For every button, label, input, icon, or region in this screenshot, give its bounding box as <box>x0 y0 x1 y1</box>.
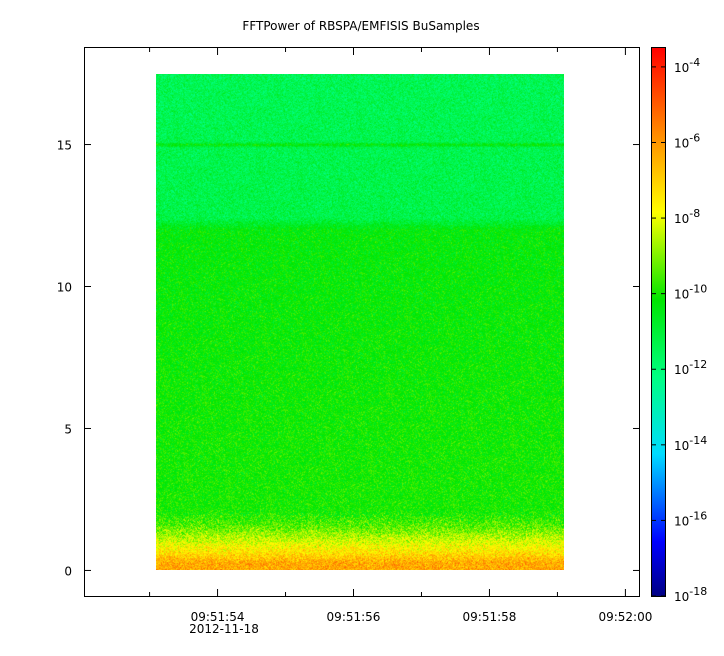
chart-title: FFTPower of RBSPA/EMFISIS BuSamples <box>242 19 479 33</box>
colorbar-tick-label: 10-6 <box>674 131 700 150</box>
colorbar-tick-label: 10-18 <box>674 585 707 604</box>
x-axis-date-label: 2012-11-18 <box>189 622 259 636</box>
colorbar-tick-label: 10-8 <box>674 207 700 226</box>
colorbar-tick-label: 10-4 <box>674 56 700 75</box>
x-tick-label: 09:51:54 <box>191 610 245 624</box>
colorbar: 10-4 10-6 10-8 10-10 10-12 10-14 10-16 10-18 <box>651 47 707 604</box>
x-tick-label: 09:51:56 <box>327 610 381 624</box>
colorbar-bar <box>651 47 666 597</box>
colorbar-tick-label: 10-10 <box>674 283 707 302</box>
colorbar-tick-label: 10-16 <box>674 509 707 528</box>
y-tick-label: 0 <box>64 564 72 578</box>
y-tick-label: 5 <box>64 422 72 436</box>
y-tick-label: 15 <box>57 139 72 153</box>
x-tick-label: 09:51:58 <box>463 610 517 624</box>
x-tick-label: 09:52:00 <box>598 610 652 624</box>
y-axis: 0 5 10 15 <box>57 139 639 578</box>
spectrogram-image <box>156 74 564 570</box>
colorbar-tick-label: 10-12 <box>674 358 707 377</box>
y-tick-label: 10 <box>57 281 72 295</box>
colorbar-tick-label: 10-14 <box>674 434 707 453</box>
x-axis: 09:51:54 09:51:56 09:51:58 09:52:00 <box>149 48 652 624</box>
